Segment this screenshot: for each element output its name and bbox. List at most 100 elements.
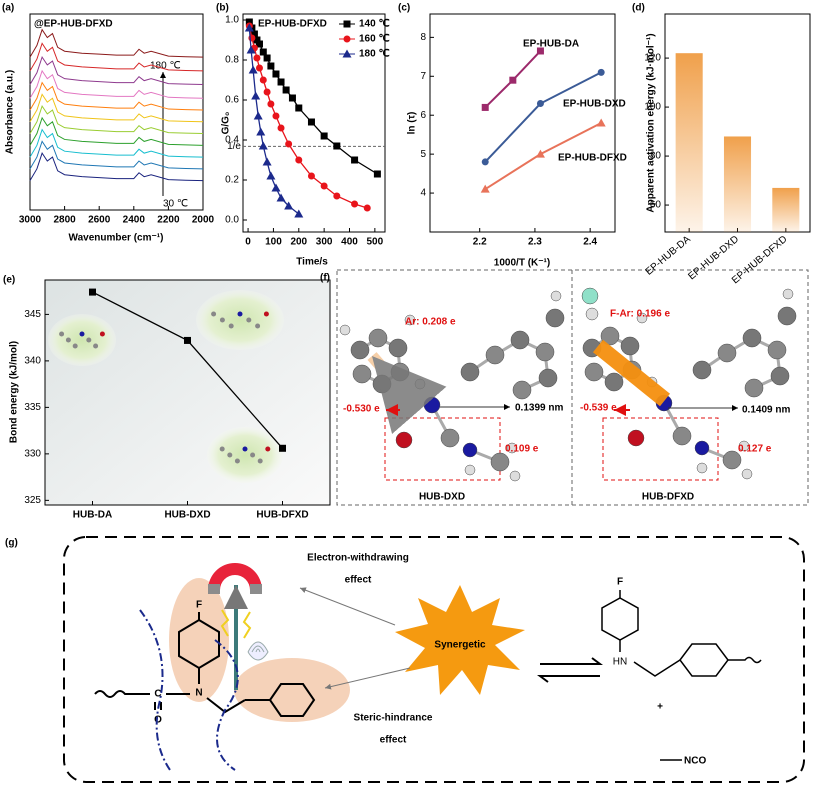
atom [672,426,692,446]
y-tick-label: 0.4 [225,135,239,146]
atom [414,378,426,390]
marker [271,183,281,192]
y-tick-label: 340 [24,356,41,367]
marker [255,40,263,48]
y-tick-label: 6 [420,110,426,121]
atom [620,336,640,356]
atom [782,288,794,300]
atom [512,380,532,400]
x-tick-label: 2000 [192,215,215,226]
marker [277,124,285,132]
y-tick-label: 0.8 [225,55,239,66]
bond [728,656,762,664]
series-line [29,42,204,72]
marker [89,288,96,296]
effect-label: effect [380,735,407,746]
atom [584,362,604,382]
marker [351,156,359,164]
atom [600,326,620,346]
marker [294,209,304,218]
marker [509,76,517,84]
atom [246,317,252,323]
marker [246,45,256,54]
panel-label: (g) [5,538,18,549]
x-axis-label: 1000/T (K⁻¹) [494,258,550,269]
atom [550,290,562,302]
atom [59,331,65,337]
y-tick-label: 8 [420,32,426,43]
series-label: EP-HUB-DA [523,39,579,50]
starburst [395,585,525,695]
marker [267,62,275,70]
benzene-ring [268,683,316,717]
panel-label: (b) [216,3,229,14]
y-axis-label: Absorbance (a.u.) [5,70,16,154]
panel-g: (g) F N C O Synergetic Electron-withdraw… [5,536,805,783]
x-tick-label: 500 [367,237,384,248]
x-tick-label: 2.2 [473,237,487,248]
atom [395,431,413,449]
atom [545,308,565,328]
benzene-ring [601,597,639,641]
atom [79,331,85,337]
atom [742,328,762,348]
atom [228,323,234,329]
panel-g-frame [63,536,805,783]
y-tick-label: 325 [24,495,41,506]
marker [295,104,303,112]
atom [99,331,105,337]
marker [307,172,315,180]
marker [266,171,276,180]
marker [480,184,490,193]
series-line [29,81,204,111]
molecule-surface [196,290,284,350]
atom [404,314,416,326]
atom [460,362,480,382]
series-label: EP-HUB-DXD [563,99,626,110]
marker [288,94,296,102]
marker [320,132,328,140]
marker [536,100,544,108]
group-label: NCO [684,756,706,767]
effect-arrow [299,587,396,626]
x-tick-label: 2400 [123,215,146,226]
series-line [29,55,204,86]
marker [272,112,280,120]
atom [585,307,599,321]
atom-label: N [195,688,202,699]
atom-label: C [154,689,161,700]
y-tick-label: 5 [420,149,426,160]
group-charge: 0.127 e [738,444,772,455]
x-tick-label: 2.4 [583,237,597,248]
atom [263,311,269,317]
oxygen-charge: -0.539 e [580,403,617,414]
marker [320,182,328,190]
panel-f: (f) Ar: 0.208 e -0.530 e 0.1399 nm 0.109… [320,269,809,506]
marker [285,140,293,148]
marker [295,156,303,164]
x-axis-label: Wavenumber (cm⁻¹) [69,233,164,244]
series-line [248,25,368,209]
marker [481,158,489,166]
marker [307,118,315,126]
series-line [29,116,204,146]
atom-label: O [154,715,162,726]
magnet [208,563,262,590]
marker [259,48,267,56]
marker [535,149,545,158]
panel-label: (e) [3,275,15,286]
atom [636,312,648,324]
plot-frame [242,13,386,233]
atom-label: F [617,577,623,588]
x-tick-label: 200 [290,237,307,248]
equilibrium-arrow [537,657,603,683]
x-tick-label: 400 [341,237,358,248]
marker [343,20,351,28]
effect-label: effect [345,575,372,586]
marker [253,111,263,120]
marker [282,86,290,94]
y-tick-label: 335 [24,402,41,413]
effect-label: Electron-withdrawing [307,553,409,564]
highlight-ellipse [234,658,350,722]
